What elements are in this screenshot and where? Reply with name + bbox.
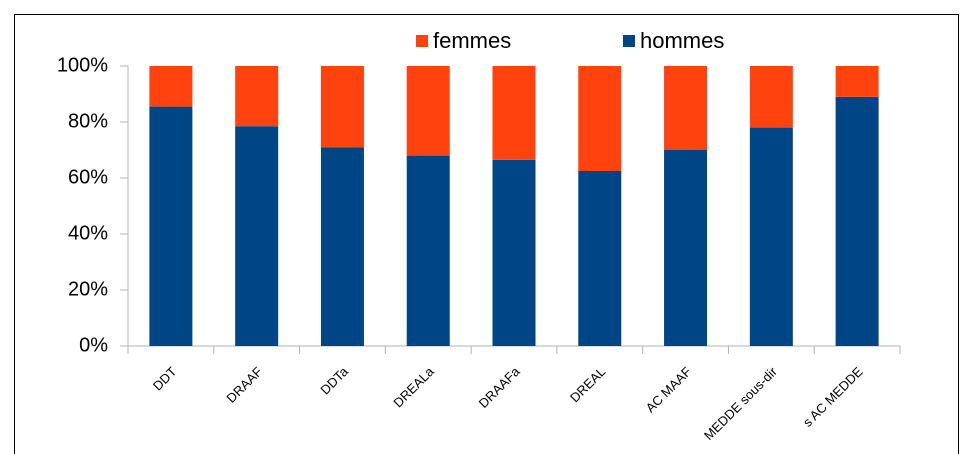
legend-swatch [623, 35, 635, 47]
legend-swatch [416, 35, 428, 47]
bar-segment [664, 150, 708, 346]
bar-segment [235, 126, 279, 346]
y-tick-label: 40% [68, 222, 108, 244]
y-tick-label: 0% [79, 334, 108, 356]
bar-segment [492, 66, 536, 160]
legend-label: hommes [640, 28, 724, 53]
y-tick-label: 80% [68, 110, 108, 132]
bar-segment [149, 66, 193, 107]
bar-segment [320, 66, 364, 148]
y-tick-label: 100% [57, 54, 108, 76]
bar-segment [664, 66, 708, 150]
bar-segment [749, 127, 793, 346]
bar-segment [835, 66, 879, 97]
bar-segment [406, 66, 450, 156]
bar-segment [578, 66, 622, 171]
bar-segment [492, 159, 536, 346]
y-tick-label: 60% [68, 166, 108, 188]
y-tick-label: 20% [68, 278, 108, 300]
bar-segment [578, 171, 622, 346]
bar-segment [320, 147, 364, 346]
bar-segment [749, 66, 793, 128]
bar-segment [235, 66, 279, 127]
bar-segment [835, 96, 879, 346]
bar-segment [406, 155, 450, 346]
bar-segment [149, 106, 193, 346]
legend-label: femmes [433, 28, 511, 53]
